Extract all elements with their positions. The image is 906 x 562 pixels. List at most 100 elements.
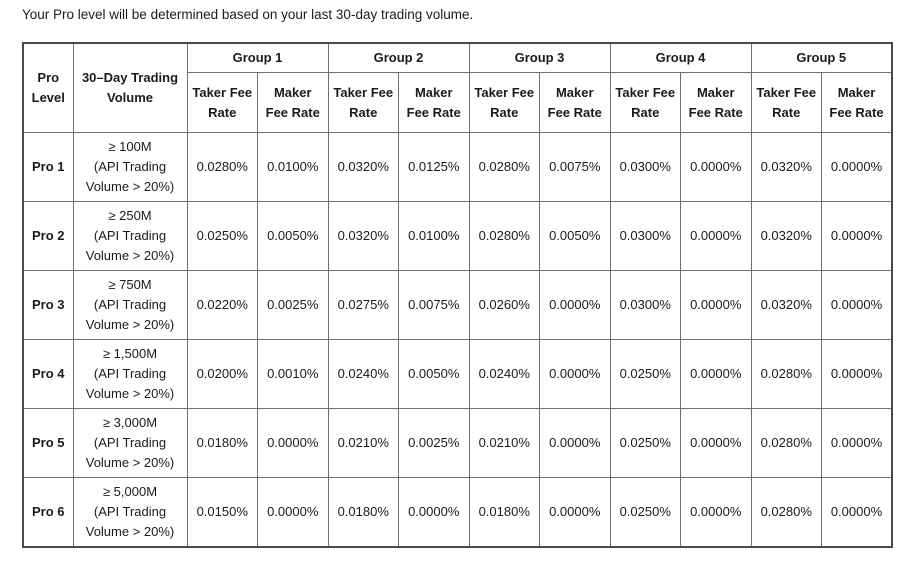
pro-level-cell: Pro 1 <box>22 132 74 203</box>
maker-fee-g4-cell: 0.0000% <box>680 477 752 548</box>
taker-fee-g2-cell: 0.0210% <box>327 408 399 479</box>
header-taker-fee-g5: Taker Fee Rate <box>750 72 822 134</box>
maker-fee-g4-cell: 0.0000% <box>680 132 752 203</box>
taker-fee-g1-cell: 0.0150% <box>186 477 258 548</box>
taker-fee-g3-cell: 0.0260% <box>468 270 540 341</box>
taker-fee-g3-cell: 0.0280% <box>468 201 540 272</box>
maker-fee-g2-cell: 0.0050% <box>398 339 470 410</box>
fee-table-header: Pro Level 30–Day Trading Volume Group 1 … <box>22 42 893 134</box>
maker-fee-g3-cell: 0.0000% <box>539 408 611 479</box>
taker-fee-g4-cell: 0.0300% <box>609 201 681 272</box>
taker-fee-g5-cell: 0.0320% <box>750 132 822 203</box>
maker-fee-g3-cell: 0.0000% <box>539 339 611 410</box>
pro-level-cell: Pro 5 <box>22 408 74 479</box>
header-maker-fee-g3: Maker Fee Rate <box>539 72 611 134</box>
fee-tier-table: Pro Level 30–Day Trading Volume Group 1 … <box>22 41 893 548</box>
header-maker-fee-g4: Maker Fee Rate <box>680 72 752 134</box>
taker-fee-g1-cell: 0.0220% <box>186 270 258 341</box>
taker-fee-g4-cell: 0.0300% <box>609 270 681 341</box>
maker-fee-g2-cell: 0.0125% <box>398 132 470 203</box>
taker-fee-g3-cell: 0.0240% <box>468 339 540 410</box>
maker-fee-g2-cell: 0.0075% <box>398 270 470 341</box>
header-group-1: Group 1 <box>186 42 329 74</box>
taker-fee-g3-cell: 0.0210% <box>468 408 540 479</box>
header-trading-volume: 30–Day Trading Volume <box>72 42 188 134</box>
group-header-row: Pro Level 30–Day Trading Volume Group 1 … <box>22 42 893 134</box>
maker-fee-g4-cell: 0.0000% <box>680 270 752 341</box>
taker-fee-g2-cell: 0.0320% <box>327 132 399 203</box>
header-maker-fee-g5: Maker Fee Rate <box>821 72 893 134</box>
fee-table-body: Pro 1 ≥ 100M (API Trading Volume > 20%) … <box>22 132 893 548</box>
maker-fee-g3-cell: 0.0000% <box>539 270 611 341</box>
taker-fee-g1-cell: 0.0200% <box>186 339 258 410</box>
header-maker-fee-g1: Maker Fee Rate <box>257 72 329 134</box>
maker-fee-g3-cell: 0.0075% <box>539 132 611 203</box>
volume-cell: ≥ 1,500M (API Trading Volume > 20%) <box>72 339 188 410</box>
pro-level-cell: Pro 4 <box>22 339 74 410</box>
maker-fee-g3-cell: 0.0000% <box>539 477 611 548</box>
maker-fee-g1-cell: 0.0000% <box>257 477 329 548</box>
table-row: Pro 2 ≥ 250M (API Trading Volume > 20%) … <box>22 201 893 272</box>
header-taker-fee-g3: Taker Fee Rate <box>468 72 540 134</box>
taker-fee-g2-cell: 0.0320% <box>327 201 399 272</box>
maker-fee-g2-cell: 0.0100% <box>398 201 470 272</box>
header-taker-fee-g1: Taker Fee Rate <box>186 72 258 134</box>
taker-fee-g3-cell: 0.0280% <box>468 132 540 203</box>
taker-fee-g5-cell: 0.0280% <box>750 408 822 479</box>
maker-fee-g5-cell: 0.0000% <box>821 132 893 203</box>
taker-fee-g4-cell: 0.0250% <box>609 408 681 479</box>
table-row: Pro 4 ≥ 1,500M (API Trading Volume > 20%… <box>22 339 893 410</box>
table-row: Pro 6 ≥ 5,000M (API Trading Volume > 20%… <box>22 477 893 548</box>
pro-level-cell: Pro 2 <box>22 201 74 272</box>
maker-fee-g1-cell: 0.0025% <box>257 270 329 341</box>
header-pro-level: Pro Level <box>22 42 74 134</box>
taker-fee-g5-cell: 0.0320% <box>750 201 822 272</box>
maker-fee-g1-cell: 0.0000% <box>257 408 329 479</box>
maker-fee-g5-cell: 0.0000% <box>821 339 893 410</box>
table-row: Pro 1 ≥ 100M (API Trading Volume > 20%) … <box>22 132 893 203</box>
taker-fee-g1-cell: 0.0250% <box>186 201 258 272</box>
taker-fee-g2-cell: 0.0180% <box>327 477 399 548</box>
maker-fee-g5-cell: 0.0000% <box>821 477 893 548</box>
taker-fee-g4-cell: 0.0250% <box>609 477 681 548</box>
maker-fee-g3-cell: 0.0050% <box>539 201 611 272</box>
header-group-4: Group 4 <box>609 42 752 74</box>
intro-text: Your Pro level will be determined based … <box>22 7 474 22</box>
taker-fee-g2-cell: 0.0240% <box>327 339 399 410</box>
maker-fee-g2-cell: 0.0025% <box>398 408 470 479</box>
sub-header-row: Taker Fee Rate Maker Fee Rate Taker Fee … <box>23 72 893 134</box>
taker-fee-g1-cell: 0.0180% <box>186 408 258 479</box>
maker-fee-g1-cell: 0.0100% <box>257 132 329 203</box>
maker-fee-g2-cell: 0.0000% <box>398 477 470 548</box>
header-maker-fee-g2: Maker Fee Rate <box>398 72 470 134</box>
taker-fee-g5-cell: 0.0280% <box>750 339 822 410</box>
volume-cell: ≥ 3,000M (API Trading Volume > 20%) <box>72 408 188 479</box>
header-group-5: Group 5 <box>750 42 893 74</box>
header-taker-fee-g4: Taker Fee Rate <box>609 72 681 134</box>
volume-cell: ≥ 5,000M (API Trading Volume > 20%) <box>72 477 188 548</box>
taker-fee-g4-cell: 0.0300% <box>609 132 681 203</box>
volume-cell: ≥ 100M (API Trading Volume > 20%) <box>72 132 188 203</box>
header-taker-fee-g2: Taker Fee Rate <box>327 72 399 134</box>
maker-fee-g4-cell: 0.0000% <box>680 339 752 410</box>
taker-fee-g2-cell: 0.0275% <box>327 270 399 341</box>
maker-fee-g1-cell: 0.0010% <box>257 339 329 410</box>
table-row: Pro 5 ≥ 3,000M (API Trading Volume > 20%… <box>22 408 893 479</box>
taker-fee-g5-cell: 0.0320% <box>750 270 822 341</box>
maker-fee-g5-cell: 0.0000% <box>821 201 893 272</box>
maker-fee-g4-cell: 0.0000% <box>680 201 752 272</box>
maker-fee-g1-cell: 0.0050% <box>257 201 329 272</box>
volume-cell: ≥ 250M (API Trading Volume > 20%) <box>72 201 188 272</box>
header-group-2: Group 2 <box>327 42 470 74</box>
taker-fee-g5-cell: 0.0280% <box>750 477 822 548</box>
maker-fee-g5-cell: 0.0000% <box>821 408 893 479</box>
volume-cell: ≥ 750M (API Trading Volume > 20%) <box>72 270 188 341</box>
taker-fee-g1-cell: 0.0280% <box>186 132 258 203</box>
header-group-3: Group 3 <box>468 42 611 74</box>
pro-level-cell: Pro 3 <box>22 270 74 341</box>
pro-level-cell: Pro 6 <box>22 477 74 548</box>
table-row: Pro 3 ≥ 750M (API Trading Volume > 20%) … <box>22 270 893 341</box>
taker-fee-g4-cell: 0.0250% <box>609 339 681 410</box>
taker-fee-g3-cell: 0.0180% <box>468 477 540 548</box>
